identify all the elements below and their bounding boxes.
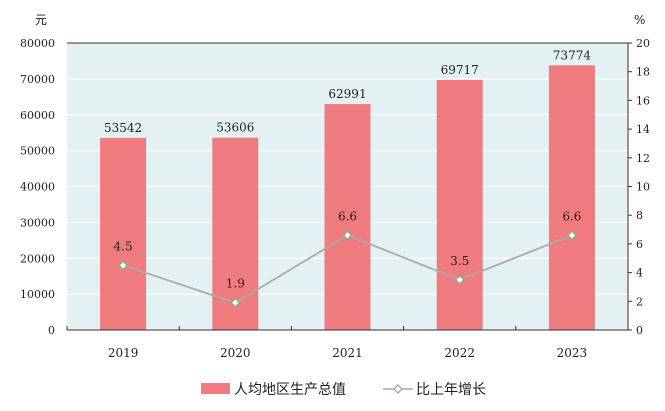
growth-point — [118, 260, 128, 271]
growth-data-label: 1.9 — [226, 277, 245, 291]
bar-2022 — [436, 79, 483, 330]
right-tick-label: 14 — [636, 123, 650, 136]
left-tick-label: 40000 — [20, 181, 55, 194]
right-tick-label: 16 — [636, 94, 650, 107]
legend: 人均地区生产总值 比上年增长 — [201, 382, 486, 398]
left-axis-unit: 元 — [35, 13, 47, 27]
right-tick-label: 8 — [636, 209, 643, 222]
right-tick-label: 10 — [636, 181, 650, 194]
x-tick-label: 2023 — [557, 346, 588, 360]
bar-data-label: 73774 — [553, 48, 592, 62]
right-tick-label: 18 — [636, 66, 650, 79]
x-tick-label: 2020 — [220, 346, 251, 360]
growth-data-label: 6.6 — [338, 209, 357, 223]
growth-point — [454, 274, 465, 285]
right-tick-label: 4 — [636, 267, 643, 280]
bar-data-label: 53542 — [104, 121, 142, 135]
bar-2019 — [100, 137, 147, 330]
left-tick-label: 30000 — [20, 216, 55, 229]
legend-bar-swatch — [201, 383, 230, 394]
right-axis-unit: % — [634, 13, 645, 27]
growth-data-label: 6.6 — [562, 209, 581, 223]
growth-point — [230, 297, 241, 308]
right-tick-label: 12 — [636, 152, 650, 165]
legend-diamond-icon — [393, 384, 403, 394]
legend-line-label: 比上年增长 — [416, 382, 486, 398]
left-tick-label: 50000 — [20, 145, 55, 158]
right-tick-label: 2 — [636, 295, 643, 308]
growth-data-label: 4.5 — [114, 239, 133, 253]
bar-data-label: 62991 — [328, 87, 366, 101]
growth-point — [567, 230, 577, 241]
left-tick-label: 20000 — [20, 252, 55, 265]
x-tick-label: 2022 — [444, 346, 475, 360]
left-tick-label: 10000 — [20, 288, 55, 301]
bar-data-label: 69717 — [441, 63, 479, 77]
bar-2023 — [548, 65, 595, 330]
bar-data-label: 53606 — [216, 121, 254, 135]
growth-data-label: 3.5 — [450, 254, 469, 268]
left-tick-label: 60000 — [20, 109, 55, 122]
right-tick-label: 6 — [636, 238, 643, 251]
x-tick-label: 2021 — [332, 346, 363, 360]
growth-point — [342, 230, 353, 241]
legend-bar-label: 人均地区生产总值 — [234, 382, 346, 398]
x-tick-label: 2019 — [108, 346, 139, 360]
bar-2021 — [324, 104, 371, 330]
right-tick-label: 20 — [636, 37, 650, 50]
right-tick-label: 0 — [636, 324, 643, 337]
left-tick-label: 0 — [48, 324, 55, 337]
left-tick-label: 80000 — [20, 37, 55, 50]
left-tick-label: 70000 — [20, 73, 55, 86]
